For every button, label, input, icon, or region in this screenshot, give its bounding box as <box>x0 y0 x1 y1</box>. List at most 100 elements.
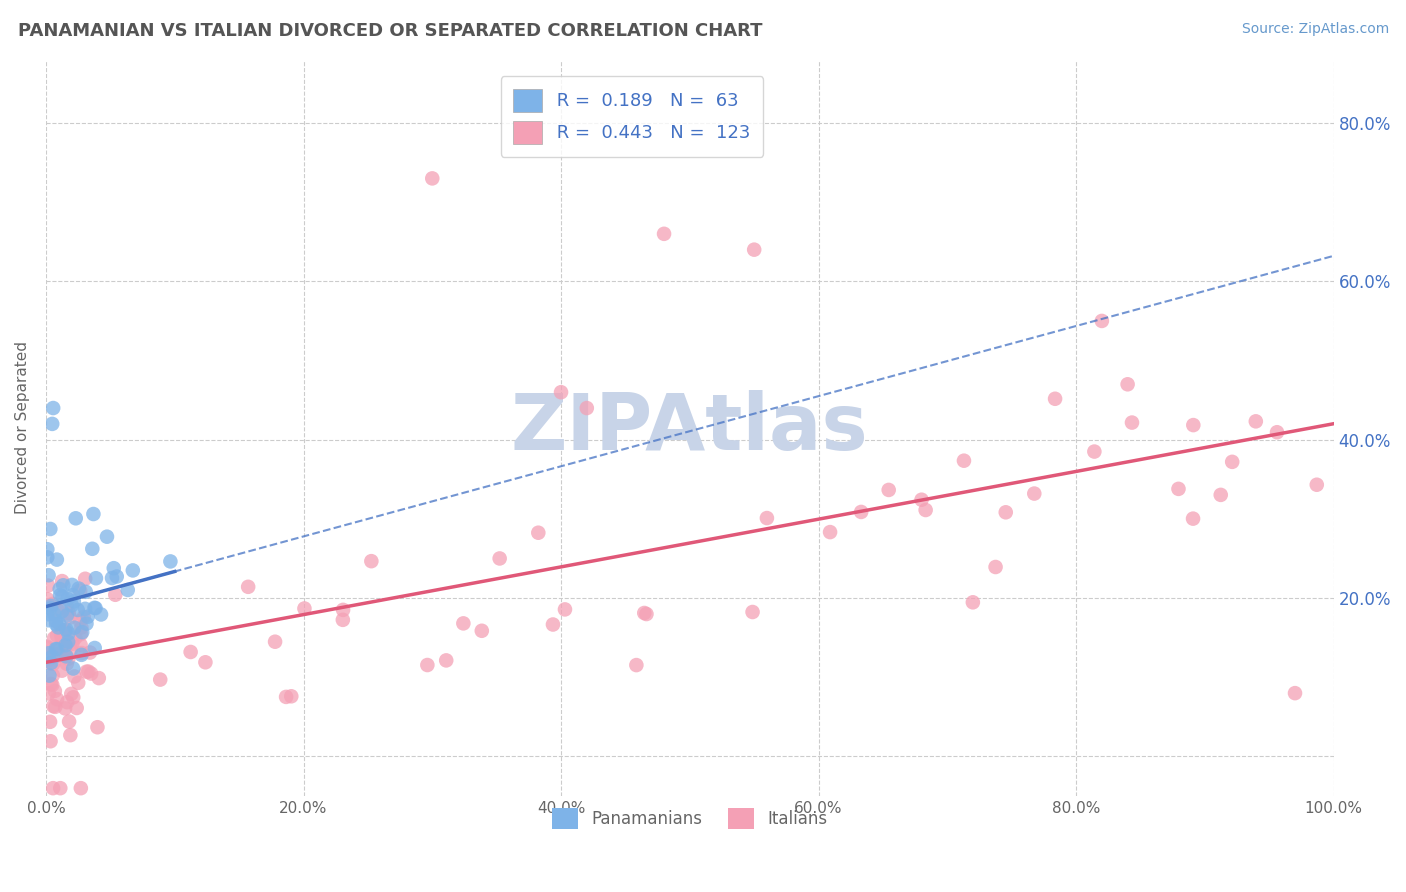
Point <box>37 578 59 592</box>
Point <box>82 507 104 521</box>
Point <box>636 607 658 621</box>
Point <box>45 617 67 632</box>
Point <box>82 541 104 556</box>
Point <box>41 649 63 664</box>
Point <box>51 627 73 641</box>
Point <box>83 600 105 615</box>
Point <box>1091 314 1114 328</box>
Point <box>63 669 86 683</box>
Point <box>76 665 98 679</box>
Point <box>39 657 62 671</box>
Point <box>877 483 900 497</box>
Point <box>45 552 67 566</box>
Point <box>59 642 82 657</box>
Point <box>63 621 86 635</box>
Point <box>984 560 1007 574</box>
Point <box>818 525 841 540</box>
Point <box>416 658 439 673</box>
Text: PANAMANIAN VS ITALIAN DIVORCED OR SEPARATED CORRELATION CHART: PANAMANIAN VS ITALIAN DIVORCED OR SEPARA… <box>18 22 763 40</box>
Point <box>44 607 66 621</box>
Point <box>45 642 67 657</box>
Point <box>44 684 66 698</box>
Point <box>55 599 77 614</box>
Y-axis label: Divorced or Separated: Divorced or Separated <box>15 342 30 515</box>
Point <box>59 728 82 742</box>
Text: ZIPAtlas: ZIPAtlas <box>510 390 869 466</box>
Point <box>45 614 67 628</box>
Point <box>37 542 59 557</box>
Point <box>86 720 108 734</box>
Point <box>1182 511 1205 525</box>
Point <box>1043 392 1066 406</box>
Point <box>121 563 143 577</box>
Point <box>60 637 83 651</box>
Point <box>39 714 62 729</box>
Point <box>51 631 73 645</box>
Point <box>39 734 62 748</box>
Point <box>38 613 60 627</box>
Point <box>1265 425 1288 440</box>
Point <box>69 583 91 598</box>
Point <box>1284 686 1306 700</box>
Point <box>52 649 75 664</box>
Point <box>46 620 69 634</box>
Point <box>962 595 984 609</box>
Point <box>65 631 87 645</box>
Point <box>194 655 217 669</box>
Point <box>62 588 84 602</box>
Point <box>38 686 60 700</box>
Point <box>39 599 62 613</box>
Point <box>104 588 127 602</box>
Point <box>39 677 62 691</box>
Point <box>84 601 107 615</box>
Point <box>42 657 65 671</box>
Point <box>1167 482 1189 496</box>
Point <box>69 781 91 796</box>
Point <box>742 243 765 257</box>
Point <box>70 620 93 634</box>
Point <box>42 597 65 611</box>
Point <box>101 571 124 585</box>
Point <box>280 690 302 704</box>
Point <box>53 624 76 639</box>
Point <box>55 623 77 637</box>
Point <box>55 649 77 664</box>
Point <box>65 511 87 525</box>
Point <box>274 690 297 704</box>
Point <box>49 588 72 602</box>
Point <box>42 632 65 646</box>
Point <box>52 578 75 592</box>
Point <box>1083 444 1105 458</box>
Point <box>1024 486 1046 500</box>
Point <box>63 594 86 608</box>
Point <box>96 530 118 544</box>
Point <box>58 651 80 665</box>
Point <box>58 714 80 729</box>
Point <box>75 616 97 631</box>
Point <box>46 642 69 657</box>
Point <box>46 692 69 706</box>
Point <box>633 606 655 620</box>
Point <box>62 661 84 675</box>
Point <box>46 648 69 663</box>
Point <box>1116 377 1139 392</box>
Point <box>39 522 62 536</box>
Point <box>849 505 872 519</box>
Point <box>67 676 90 690</box>
Point <box>1121 416 1143 430</box>
Point <box>90 607 112 622</box>
Point <box>51 574 73 588</box>
Point <box>51 590 73 604</box>
Point <box>44 699 66 714</box>
Point <box>66 603 89 617</box>
Point <box>80 666 103 681</box>
Point <box>626 658 648 673</box>
Point <box>159 554 181 568</box>
Point <box>79 646 101 660</box>
Point <box>332 603 354 617</box>
Legend: Panamanians, Italians: Panamanians, Italians <box>546 801 835 836</box>
Point <box>48 582 70 596</box>
Point <box>51 664 73 678</box>
Point <box>53 623 76 637</box>
Point <box>1182 418 1205 433</box>
